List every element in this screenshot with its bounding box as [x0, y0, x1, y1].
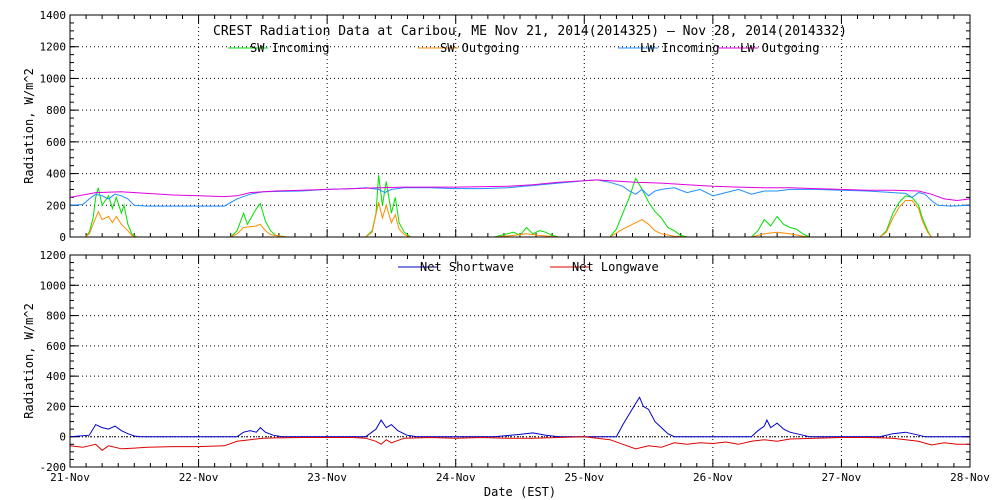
plot-frame	[69, 254, 971, 468]
x-tick-label: 21-Nov	[50, 471, 90, 484]
x-tick-label: 25-Nov	[564, 471, 604, 484]
y-tick-label: 0	[59, 231, 66, 244]
y-tick-label: 1400	[40, 9, 67, 22]
y-tick-label: 400	[46, 370, 66, 383]
y-tick-label: 1200	[40, 249, 67, 262]
x-tick-label: 27-Nov	[822, 471, 862, 484]
legend-label: SW Incoming	[250, 41, 329, 55]
x-tick-label: 22-Nov	[179, 471, 219, 484]
legend-label: LW Outgoing	[740, 41, 819, 55]
y-tick-label: 800	[46, 310, 66, 323]
y-tick-label: 200	[46, 400, 66, 413]
y-tick-label: -200	[40, 461, 67, 474]
plot-frame	[69, 14, 971, 238]
x-tick-label: 23-Nov	[307, 471, 347, 484]
y-tick-label: 200	[46, 199, 66, 212]
x-tick-label: 24-Nov	[436, 471, 476, 484]
series-line-lw-outgoing	[69, 179, 971, 202]
x-tick-label: 28-Nov	[950, 471, 990, 484]
series-line-sw-incoming	[70, 175, 970, 238]
series-line-lw-incoming	[69, 179, 971, 207]
y-tick-label: 1200	[40, 41, 67, 54]
series-line-net-longwave	[69, 436, 970, 451]
bottom-panel: -200 0 200 400 600 800 1000 1200 Net Shortwave Ne…	[22, 249, 990, 499]
legend-label: LW Incoming	[640, 41, 719, 55]
y-tick-label: 800	[46, 104, 66, 117]
y-tick-label: 600	[46, 136, 66, 149]
y-axis-label: Radiation, W/m^2	[22, 68, 36, 184]
y-tick-label: 400	[46, 168, 66, 181]
x-tick-label: 26-Nov	[693, 471, 733, 484]
y-tick-label: 1000	[40, 72, 67, 85]
y-tick-label: 0	[59, 431, 66, 444]
y-tick-label: 600	[46, 340, 66, 353]
legend-label: Net Longwave	[572, 260, 659, 274]
top-panel: 0 200 400 600 800 1000 1200 1400 SW Incoming SW O…	[22, 9, 971, 244]
y-tick-label: 1000	[40, 279, 67, 292]
legend-label: Net Shortwave	[420, 260, 514, 274]
x-axis-label: Date (EST)	[484, 485, 556, 499]
legend-label: SW Outgoing	[440, 41, 519, 55]
series-line-net-shortwave	[69, 396, 970, 438]
y-axis-label: Radiation, W/m^2	[22, 303, 36, 419]
chart-title: CREST Radiation Data at Caribou, ME Nov …	[213, 24, 847, 39]
